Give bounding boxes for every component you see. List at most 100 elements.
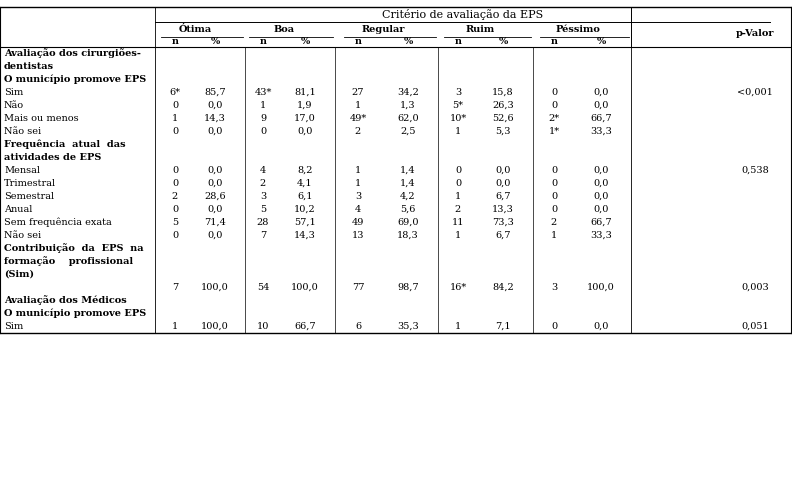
Text: 0,538: 0,538	[741, 166, 769, 175]
Text: 0,0: 0,0	[593, 88, 609, 97]
Text: 0,0: 0,0	[208, 101, 223, 110]
Text: 1: 1	[355, 166, 361, 175]
Text: Anual: Anual	[4, 205, 32, 214]
Text: %: %	[498, 37, 508, 46]
Text: 0,0: 0,0	[593, 322, 609, 331]
Text: 5: 5	[260, 205, 266, 214]
Text: 0,0: 0,0	[208, 205, 223, 214]
Text: 2: 2	[355, 127, 361, 136]
Text: 0: 0	[172, 231, 178, 240]
Text: 77: 77	[352, 283, 364, 292]
Text: 1,3: 1,3	[400, 101, 416, 110]
Text: 28,6: 28,6	[204, 192, 226, 201]
Text: Avaliação dos Médicos: Avaliação dos Médicos	[4, 296, 127, 305]
Text: 57,1: 57,1	[294, 218, 316, 227]
Text: 66,7: 66,7	[294, 322, 316, 331]
Text: 1,4: 1,4	[400, 179, 416, 188]
Text: 81,1: 81,1	[294, 88, 316, 97]
Text: 6*: 6*	[169, 88, 181, 97]
Text: <0,001: <0,001	[737, 88, 773, 97]
Text: 34,2: 34,2	[397, 88, 419, 97]
Text: 66,7: 66,7	[590, 218, 611, 227]
Text: 5*: 5*	[452, 101, 463, 110]
Text: Sim: Sim	[4, 88, 23, 97]
Text: 3: 3	[355, 192, 361, 201]
Text: 0,051: 0,051	[741, 322, 769, 331]
Text: 0: 0	[551, 205, 557, 214]
Text: Boa: Boa	[273, 26, 295, 35]
Text: 2*: 2*	[548, 114, 560, 123]
Text: dentistas: dentistas	[4, 62, 54, 71]
Text: 2: 2	[260, 179, 266, 188]
Text: 0: 0	[551, 166, 557, 175]
Text: 1: 1	[260, 101, 266, 110]
Text: 43*: 43*	[254, 88, 272, 97]
Text: Ótima: Ótima	[178, 26, 211, 35]
Text: 13,3: 13,3	[492, 205, 514, 214]
Text: 69,0: 69,0	[398, 218, 419, 227]
Text: Não: Não	[4, 101, 24, 110]
Text: 0: 0	[172, 179, 178, 188]
Text: 6,7: 6,7	[495, 192, 511, 201]
Text: 0,0: 0,0	[297, 127, 313, 136]
Text: 10*: 10*	[449, 114, 466, 123]
Text: Avaliação dos cirurgiões-: Avaliação dos cirurgiões-	[4, 49, 141, 58]
Text: 3: 3	[455, 88, 461, 97]
Text: formação    profissional: formação profissional	[4, 256, 133, 266]
Text: Sem frequência exata: Sem frequência exata	[4, 218, 112, 227]
Text: 84,2: 84,2	[492, 283, 514, 292]
Text: 0,0: 0,0	[593, 166, 609, 175]
Text: 0: 0	[551, 192, 557, 201]
Text: Sim: Sim	[4, 322, 23, 331]
Text: %: %	[403, 37, 413, 46]
Text: 0: 0	[551, 101, 557, 110]
Text: 4: 4	[355, 205, 361, 214]
Text: 52,6: 52,6	[492, 114, 514, 123]
Text: 1*: 1*	[548, 127, 560, 136]
Text: 28: 28	[257, 218, 269, 227]
Text: n: n	[355, 37, 361, 46]
Text: 100,0: 100,0	[201, 283, 229, 292]
Text: 10,2: 10,2	[294, 205, 316, 214]
Text: 0: 0	[172, 205, 178, 214]
Text: 0,0: 0,0	[593, 192, 609, 201]
Text: Critério de avaliação da EPS: Critério de avaliação da EPS	[382, 9, 543, 20]
Text: O município promove EPS: O município promove EPS	[4, 309, 147, 318]
Text: 71,4: 71,4	[204, 218, 226, 227]
Text: 1,4: 1,4	[400, 166, 416, 175]
Text: Péssimo: Péssimo	[555, 26, 600, 35]
Text: 16*: 16*	[449, 283, 466, 292]
Text: Ruim: Ruim	[466, 26, 495, 35]
Text: 2: 2	[455, 205, 461, 214]
Text: 1,9: 1,9	[297, 101, 313, 110]
Text: 0: 0	[455, 179, 461, 188]
Text: 62,0: 62,0	[397, 114, 419, 123]
Text: 2: 2	[551, 218, 557, 227]
Text: 6: 6	[355, 322, 361, 331]
Text: 98,7: 98,7	[397, 283, 419, 292]
Text: 6,7: 6,7	[495, 231, 511, 240]
Text: 18,3: 18,3	[397, 231, 419, 240]
Text: 5,6: 5,6	[400, 205, 416, 214]
Text: 100,0: 100,0	[291, 283, 319, 292]
Text: Regular: Regular	[361, 26, 405, 35]
Text: 0,0: 0,0	[208, 166, 223, 175]
Text: 10: 10	[257, 322, 269, 331]
Text: 0,0: 0,0	[208, 231, 223, 240]
Text: 6,1: 6,1	[297, 192, 313, 201]
Text: 35,3: 35,3	[397, 322, 419, 331]
Text: 0,0: 0,0	[593, 205, 609, 214]
Text: 0: 0	[260, 127, 266, 136]
Text: 0,0: 0,0	[495, 179, 511, 188]
Text: 14,3: 14,3	[294, 231, 316, 240]
Text: 26,3: 26,3	[492, 101, 514, 110]
Text: Trimestral: Trimestral	[4, 179, 56, 188]
Text: 0,0: 0,0	[208, 179, 223, 188]
Text: 0: 0	[172, 166, 178, 175]
Text: 0,0: 0,0	[593, 101, 609, 110]
Text: 100,0: 100,0	[201, 322, 229, 331]
Text: Semestral: Semestral	[4, 192, 54, 201]
Text: 3: 3	[260, 192, 266, 201]
Text: 0: 0	[455, 166, 461, 175]
Text: 85,7: 85,7	[204, 88, 226, 97]
